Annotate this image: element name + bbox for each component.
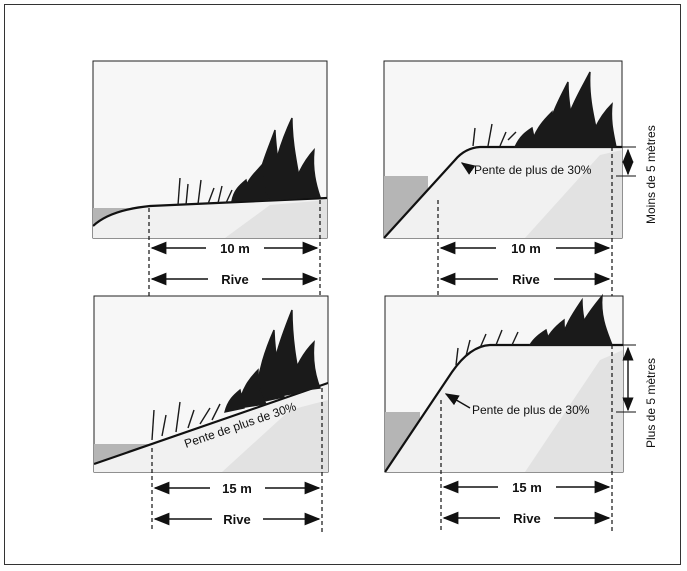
panel-4-shore-label: Rive — [513, 511, 540, 526]
panel-1-shoreline — [92, 196, 328, 227]
panel-1-shore-label: Rive — [221, 272, 248, 287]
panel-2-slope-pointer — [460, 162, 476, 175]
panel-4-height-label: Plus de 5 mètres — [644, 358, 658, 448]
panel-2-shore-label: Rive — [512, 272, 539, 287]
panel-3-steep-long-slope: 15 m Rive Pente de plus de 30% — [93, 295, 329, 532]
panel-3-shoreline — [93, 381, 329, 466]
panel-3-width-label: 15 m — [222, 481, 252, 496]
panel-4-width-label: 15 m — [512, 480, 542, 495]
panel-4-shoreline — [384, 343, 623, 473]
panel-4-vegetation — [455, 293, 613, 366]
panel-3-ground-shade — [222, 400, 328, 472]
panel-3-shore-label: Rive — [223, 512, 250, 527]
panel-2-steep-low-bank: 10 m Rive Pente de plus de 30% Moins de … — [383, 60, 658, 298]
panel-2-shoreline — [383, 145, 622, 239]
panel-4-slope-label: Pente de plus de 30% — [472, 403, 590, 417]
panel-1-vegetation — [177, 117, 321, 206]
panel-2-height-label: Moins de 5 mètres — [644, 125, 658, 224]
panel-2-vegetation — [472, 71, 617, 148]
panel-2-width-label: 10 m — [511, 241, 541, 256]
panel-1-ground-shade — [225, 200, 327, 238]
panel-4-steep-high-bank: 15 m Rive Pente de plus de 30% Plus de 5… — [384, 293, 658, 532]
panel-3-vegetation — [151, 309, 321, 441]
panel-4-ground-shade — [525, 350, 623, 472]
panel-1-width-label: 10 m — [220, 241, 250, 256]
panel-4-slope-pointer — [444, 393, 471, 409]
panel-1-gentle-slope: 10 m Rive — [92, 60, 328, 298]
panel-2-ground-shade — [525, 150, 622, 238]
panel-2-slope-label: Pente de plus de 30% — [474, 163, 592, 177]
